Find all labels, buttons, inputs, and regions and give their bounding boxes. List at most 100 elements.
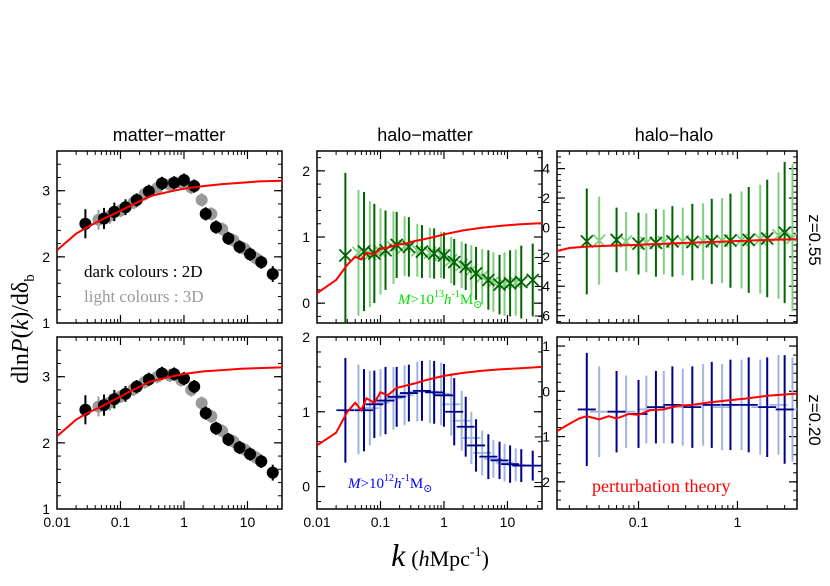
marker-circle — [155, 177, 168, 190]
data-point — [758, 357, 777, 457]
data-point — [442, 372, 461, 436]
annotation-light-colours: light colours : 3D — [84, 287, 203, 306]
data-point — [384, 366, 403, 430]
marker-x — [609, 233, 624, 247]
marker-x — [486, 275, 501, 289]
x-tick-label: 0.1 — [629, 514, 649, 530]
y-tick-label: 0 — [542, 383, 550, 399]
data-point — [266, 464, 279, 481]
series-dark — [338, 172, 540, 323]
x-tick-label: 0.1 — [111, 514, 131, 530]
data-point — [387, 366, 406, 427]
marker-x — [447, 255, 461, 269]
y-tick-label: 2 — [42, 435, 50, 451]
marker-circle — [195, 193, 208, 206]
row-label-z020: z=0.20 — [805, 394, 824, 446]
theory-curve — [57, 179, 282, 251]
plot-area — [557, 352, 797, 466]
marker-x — [785, 231, 797, 245]
marker-x — [580, 234, 594, 249]
column-title-halo-halo: halo−halo — [635, 125, 714, 145]
data-point — [395, 365, 414, 426]
marker-x — [778, 225, 792, 240]
annotation-mass-cut-12: M>1012h-1M⊙ — [347, 473, 432, 495]
theory-curve — [57, 366, 282, 437]
x-tick-label: 10 — [240, 514, 256, 530]
marker-circle — [177, 174, 190, 187]
y-tick-label: 1 — [42, 315, 50, 331]
marker-circle — [266, 268, 279, 281]
marker-x — [357, 244, 371, 259]
plot-area — [317, 172, 542, 323]
data-point — [233, 240, 246, 254]
marker-circle — [222, 433, 235, 446]
data-point — [376, 366, 395, 435]
x-tick-label: 0.01 — [43, 514, 70, 530]
y-tick-label: 2 — [302, 163, 310, 179]
marker-x — [402, 240, 416, 254]
marker-circle — [199, 407, 212, 420]
x-tick-label: 1 — [180, 514, 188, 530]
data-point — [177, 173, 190, 187]
data-point — [437, 232, 451, 279]
y-tick-label: 2 — [542, 190, 550, 206]
marker-x — [649, 236, 663, 250]
y-tick-label: 0 — [302, 295, 310, 311]
y-tick-label: 1 — [302, 404, 310, 420]
data-point — [338, 172, 353, 323]
data-point — [130, 193, 143, 207]
marker-circle — [210, 221, 223, 234]
data-point — [665, 206, 680, 277]
data-point — [501, 445, 520, 483]
y-axis-label: dlnP(k)/dδb — [8, 274, 38, 383]
data-point — [222, 231, 235, 245]
data-point — [631, 212, 646, 275]
data-point — [79, 395, 92, 425]
data-point — [357, 192, 371, 312]
data-point — [592, 196, 606, 285]
marker-circle — [168, 176, 181, 189]
data-point — [210, 220, 223, 234]
data-point — [580, 188, 594, 295]
data-point — [195, 396, 208, 410]
marker-circle — [188, 180, 201, 193]
data-point — [523, 450, 542, 481]
data-point — [456, 396, 475, 457]
data-point — [649, 209, 663, 277]
y-tick-label: 0 — [542, 219, 550, 235]
y-tick-label: −2 — [534, 249, 550, 265]
data-point — [365, 370, 384, 438]
data-point — [445, 378, 464, 446]
data-point — [255, 454, 268, 468]
marker-x — [631, 236, 646, 251]
series-dark — [577, 352, 794, 466]
data-point — [452, 390, 471, 451]
data-point — [155, 176, 168, 191]
data-point — [526, 243, 540, 317]
plot-area — [57, 366, 282, 481]
data-point — [210, 421, 223, 435]
y-tick-label: 3 — [42, 183, 50, 199]
data-point — [778, 162, 792, 304]
data-point — [195, 193, 208, 207]
data-point — [142, 184, 155, 198]
data-point — [255, 255, 268, 269]
marker-circle — [155, 367, 168, 380]
y-tick-label: 2 — [302, 329, 310, 345]
theory-curve — [557, 238, 797, 252]
data-point — [434, 363, 453, 427]
panel-matter-matter-z020: 0.01 0.1 1 10 1 2 3 — [42, 336, 283, 530]
marker-circle — [233, 441, 246, 454]
y-tick-label: 1 — [42, 501, 50, 517]
marker-circle — [142, 373, 155, 386]
panel-halo-halo-z020: 0.1 1 −2 −1 0 1 — [534, 336, 798, 530]
marker-x — [469, 266, 483, 281]
row-label-z055: z=0.55 — [805, 214, 824, 266]
x-tick-label: 1 — [734, 514, 742, 530]
marker-x — [514, 275, 528, 289]
column-title-matter-matter: matter−matter — [113, 125, 226, 145]
marker-x — [434, 248, 448, 262]
marker-x — [526, 273, 540, 287]
data-point — [590, 366, 609, 457]
